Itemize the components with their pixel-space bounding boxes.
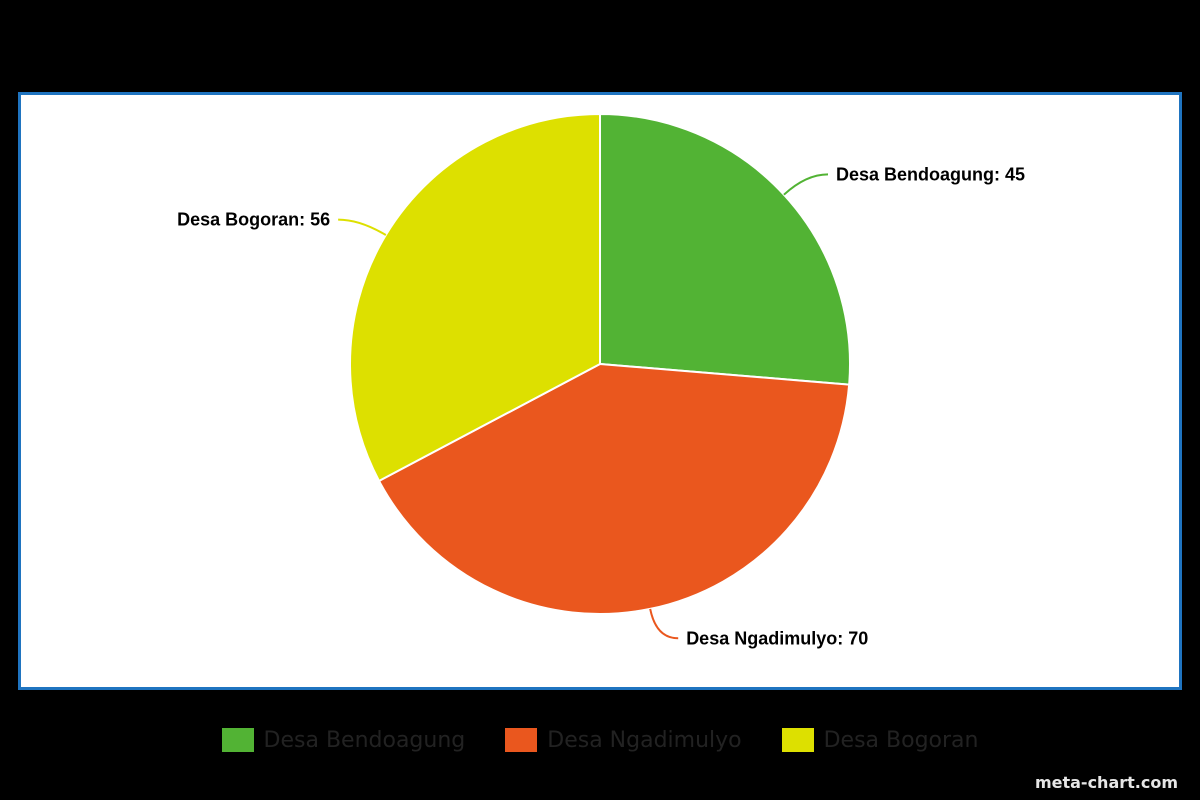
legend-item-desa-bendoagung[interactable]: Desa Bendoagung — [221, 727, 466, 753]
legend-label: Desa Ngadimulyo — [547, 727, 742, 753]
legend-label: Desa Bogoran — [823, 727, 979, 753]
leader-line-desa-ngadimulyo — [649, 608, 679, 640]
legend-item-desa-ngadimulyo[interactable]: Desa Ngadimulyo — [505, 727, 742, 753]
pie-slice-desa-bogoran[interactable] — [349, 112, 601, 483]
legend-item-desa-bogoran[interactable]: Desa Bogoran — [781, 727, 979, 753]
watermark: meta-chart.com — [1034, 773, 1178, 792]
data-label-desa-bogoran: Desa Bogoran: 56 — [177, 210, 330, 230]
legend-swatch — [505, 728, 538, 752]
pie-slice-desa-bendoagung[interactable] — [599, 112, 851, 386]
slices-layer — [349, 112, 851, 615]
legend-swatch — [221, 728, 254, 752]
data-labels-layer: Desa Bendoagung: 45 Desa Ngadimulyo: 70 De… — [177, 164, 1025, 648]
data-label-desa-bendoagung: Desa Bendoagung: 45 — [836, 164, 1025, 184]
leader-line-desa-bendoagung — [783, 173, 829, 196]
legend: Desa Bendoagung Desa Ngadimulyo Desa Bog… — [0, 722, 1200, 758]
legend-label: Desa Bendoagung — [263, 727, 466, 753]
legend-swatch — [781, 728, 814, 752]
leader-line-desa-bogoran — [338, 218, 387, 236]
pie-slice-desa-ngadimulyo[interactable] — [377, 362, 851, 615]
data-label-desa-ngadimulyo: Desa Ngadimulyo: 70 — [686, 628, 868, 648]
leader-lines-layer — [338, 173, 829, 640]
